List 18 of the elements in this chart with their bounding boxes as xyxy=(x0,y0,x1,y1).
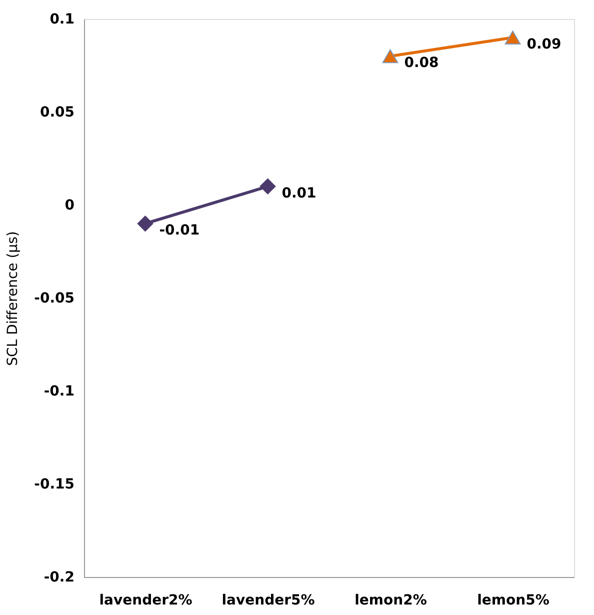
point xyxy=(137,216,154,232)
y-tick-label: -0.15 xyxy=(34,476,74,492)
x-tick-label: lemon2% xyxy=(354,592,427,608)
x-tick-label: lavender5% xyxy=(222,592,315,608)
point xyxy=(260,178,276,194)
y-tick-label: 0 xyxy=(64,198,75,214)
y-tick-label: -0.1 xyxy=(44,384,74,400)
x-tick-label: lavender2% xyxy=(99,592,192,608)
y-tick-label: 0.05 xyxy=(40,104,74,120)
data-label: -0.01 xyxy=(159,222,200,239)
y-tick-label: -0.2 xyxy=(44,570,74,586)
data-label: 0.09 xyxy=(526,36,562,53)
y-tick-label: -0.05 xyxy=(34,290,74,306)
data-label: 0.08 xyxy=(404,55,439,72)
y-axis-title: SCL Difference (µs) xyxy=(5,231,22,366)
y-tick-label: 0.1 xyxy=(50,12,74,28)
x-tick-label: lemon5% xyxy=(477,592,550,608)
data-label: 0.01 xyxy=(282,185,316,202)
